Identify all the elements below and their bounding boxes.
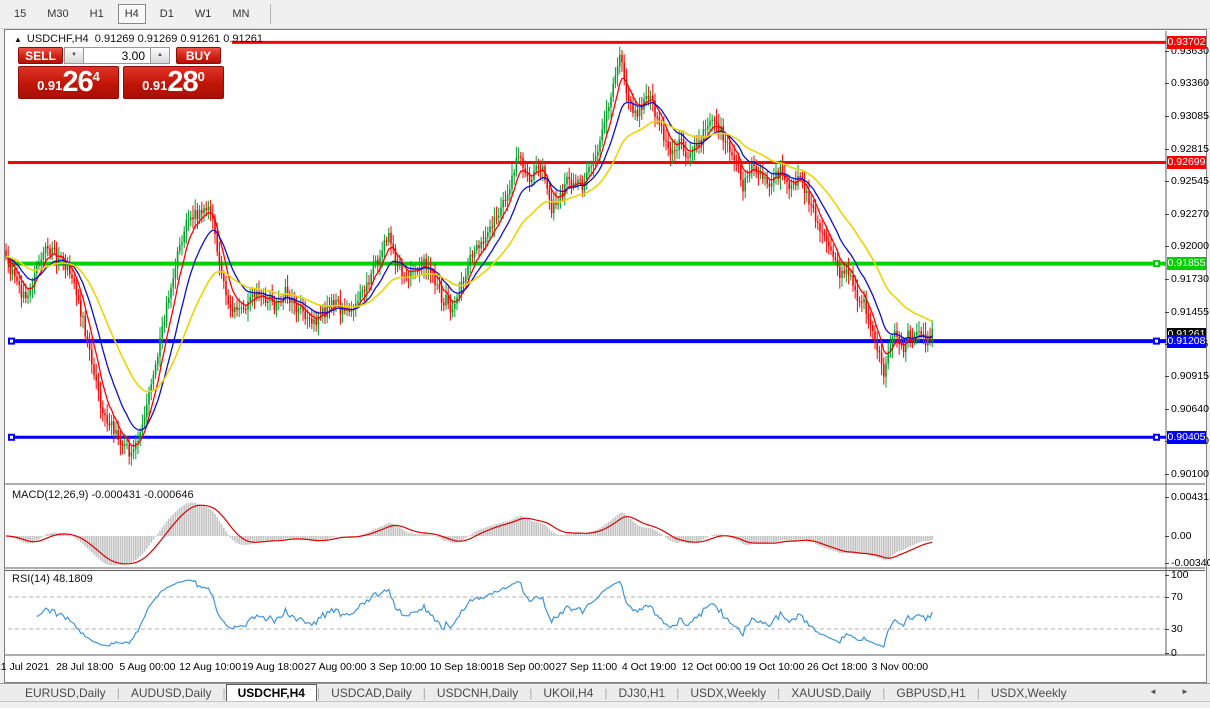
rsi-axis-tick: 100 [1165,569,1189,581]
tab-separator: | [604,686,608,700]
chart-tab[interactable]: GBPUSD,H1 [896,685,966,700]
date-axis-label: 12 Oct 00:00 [681,661,742,673]
tab-separator: | [316,686,321,700]
chart-ohlc-values: 0.91269 0.91269 0.91261 0.91261 [94,33,263,45]
price-line-badge: 0.93702 [1167,35,1206,49]
macd-axis-tick: 0.00 [1165,530,1191,542]
sell-price-sup: 4 [92,69,100,84]
date-axis-label: 26 Oct 18:00 [807,661,868,673]
price-axis-tick: 0.93360 [1165,77,1209,89]
rsi-axis-tick: 70 [1165,591,1183,603]
date-axis-label: 19 Oct 10:00 [744,661,805,673]
date-axis-label: 28 Jul 18:00 [56,661,114,673]
chart-tab[interactable]: XAUUSD,Daily [791,685,872,700]
chart-tab[interactable]: DJ30,H1 [618,685,666,700]
timeframe-button-H4[interactable]: H4 [117,4,146,24]
date-axis-label: 10 Sep 18:00 [429,661,493,673]
price-line-badge: 0.91208 [1167,334,1206,348]
chart-tab[interactable]: USDX,Weekly [990,685,1067,700]
timeframe-button-W1[interactable]: W1 [194,8,212,20]
date-axis-label: 3 Nov 00:00 [871,661,929,673]
collapse-arrow-icon[interactable]: ▲ [14,35,22,44]
date-axis-label: 27 Aug 00:00 [304,661,367,673]
rsi-axis-tick: 30 [1165,623,1183,635]
price-line-badge: 0.91855 [1167,257,1206,271]
chart-tab[interactable]: EURUSD,Daily [25,685,106,700]
date-axis-label: 21 Jul 2021 [0,661,50,673]
price-line-badge: 0.92699 [1167,155,1206,169]
buy-button[interactable]: BUY [176,47,221,64]
date-axis-label: 27 Sep 11:00 [555,661,618,673]
date-axis-label: 12 Aug 10:00 [179,661,242,673]
price-axis-tick: 0.90100 [1165,468,1209,480]
buy-price-big: 28 [167,66,198,98]
sell-price-prefix: 0.91 [37,78,63,93]
buy-price-panel[interactable]: 0.91 28 0 [123,66,224,99]
chart-symbol-label: USDCHF,H4 [26,33,89,45]
macd-axis-tick: -0.003405 [1165,557,1210,569]
buy-price-sup: 0 [197,69,205,84]
date-axis-label: 19 Aug 18:00 [241,661,304,673]
tab-separator: | [882,686,886,700]
tab-separator: | [529,686,533,700]
tab-scroll-right-icon[interactable]: ► [1181,687,1189,696]
volume-decrease-button[interactable]: ▼ [64,47,84,64]
rsi-indicator-label: RSI(14) 48.1809 [12,573,93,585]
volume-input[interactable] [84,47,150,64]
chart-window [4,29,1207,683]
date-axis-label: 5 Aug 00:00 [119,661,176,673]
timeframe-toolbar: 15 M30 H1 H4 D1 W1 MN [0,0,1210,29]
tab-separator: | [222,686,226,700]
date-axis-label: 3 Sep 10:00 [369,661,427,673]
price-axis-tick: 0.91455 [1165,306,1209,318]
sell-button[interactable]: SELL [18,47,63,64]
price-axis-tick: 0.92000 [1165,240,1209,252]
price-line-badge: 0.90405 [1167,430,1206,444]
chart-tab[interactable]: AUDUSD,Daily [130,685,212,700]
chart-tab[interactable]: USDCHF,H4 [225,683,317,703]
timeframe-button-15[interactable]: 15 [14,8,27,20]
timeframe-button-MN[interactable]: MN [232,8,250,20]
timeframe-button-H1[interactable]: H1 [89,8,104,20]
price-axis-tick: 0.90915 [1165,370,1209,382]
timeframe-button-M30[interactable]: M30 [47,8,69,20]
chart-tab[interactable]: USDX,Weekly [690,685,767,700]
tab-separator: | [777,686,781,700]
macd-axis-tick: 0.00431 [1165,491,1209,503]
timeframe-button-D1[interactable]: D1 [159,8,174,20]
price-axis-tick: 0.92270 [1165,208,1209,220]
toolbar-separator [270,4,272,24]
date-axis-label: 18 Sep 00:00 [492,661,555,673]
buy-price-prefix: 0.91 [142,78,168,93]
tab-separator: | [422,686,426,700]
status-bar [0,701,1210,708]
tab-separator: | [116,686,120,700]
chart-tab[interactable]: UKOil,H4 [543,685,594,700]
date-axis-label: 4 Oct 19:00 [621,661,677,673]
sell-price-panel[interactable]: 0.91 26 4 [18,66,119,99]
price-axis-tick: 0.90640 [1165,403,1209,415]
chart-title: ▲ USDCHF,H4 0.91269 0.91269 0.91261 0.912… [14,33,263,45]
tab-separator: | [676,686,680,700]
chart-tab-bar: EURUSD,Daily | AUDUSD,Daily | USDCHF,H4 | USDC… [0,683,1210,703]
tab-scroll-left-icon[interactable]: ◄ [1149,687,1157,696]
chart-tab[interactable]: USDCAD,Daily [331,685,412,700]
price-axis-tick: 0.91730 [1165,273,1209,285]
macd-indicator-label: MACD(12,26,9) -0.000431 -0.000646 [12,489,194,501]
chart-tab[interactable]: USDCNH,Daily [436,685,519,700]
price-axis-tick: 0.93085 [1165,110,1209,122]
sell-price-big: 26 [62,66,93,98]
rsi-axis-tick: 0 [1165,647,1177,659]
tab-separator: | [976,686,980,700]
price-axis-tick: 0.92815 [1165,143,1209,155]
volume-increase-button[interactable]: ▲ [150,47,170,64]
price-axis-tick: 0.92545 [1165,175,1209,187]
